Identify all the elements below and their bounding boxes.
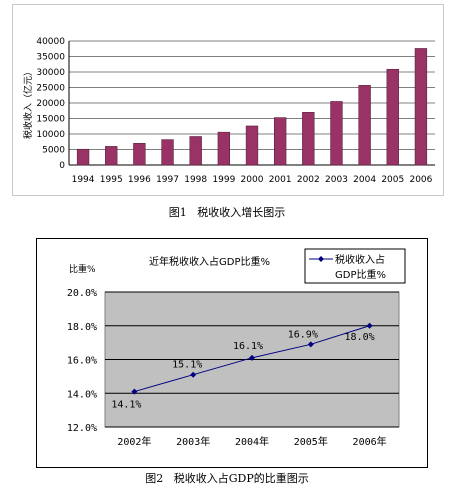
x-tick-label: 2003年 <box>176 435 210 448</box>
bar <box>189 136 202 166</box>
x-tick-label: 1995 <box>100 175 123 185</box>
bar <box>76 148 90 166</box>
y-axis-title: 税收收入（亿元） <box>22 67 34 139</box>
y-tick-label: 12.0% <box>67 423 97 434</box>
y-tick-label: 40000 <box>36 37 65 47</box>
x-tick-label: 2002 <box>297 175 320 185</box>
y-axis-title: 比重% <box>69 263 96 275</box>
data-point <box>131 388 138 395</box>
bar <box>105 146 118 166</box>
data-point <box>190 371 197 378</box>
x-tick-label: 1997 <box>156 175 179 185</box>
bar <box>414 48 428 166</box>
legend-label: GDP比重% <box>335 268 386 281</box>
data-label: 16.9% <box>288 329 318 340</box>
x-tick-label: 2004年 <box>235 435 269 448</box>
x-tick-label: 2005年 <box>294 435 328 448</box>
y-tick-label: 5000 <box>42 146 65 156</box>
chart-title: 近年税收收入占GDP比重% <box>149 255 270 268</box>
x-tick-label: 2001 <box>269 175 292 185</box>
y-tick-label: 35000 <box>36 53 65 63</box>
y-tick-label: 18.0% <box>67 322 97 333</box>
x-tick-label: 2003 <box>325 175 348 185</box>
x-tick-label: 2006年 <box>353 435 387 448</box>
x-tick-label: 2004 <box>353 175 376 185</box>
data-label: 18.0% <box>345 332 375 343</box>
legend-label: 税收收入占 <box>335 253 385 266</box>
y-tick-label: 15000 <box>36 115 65 125</box>
legend-marker <box>318 256 324 262</box>
x-tick-label: 1994 <box>72 175 95 185</box>
x-tick-label: 1996 <box>128 175 151 185</box>
data-label: 14.1% <box>111 400 141 411</box>
y-tick-label: 14.0% <box>67 389 97 400</box>
bar <box>386 68 399 166</box>
data-label: 16.1% <box>233 341 263 352</box>
x-tick-label: 2002年 <box>117 435 151 448</box>
bar <box>217 131 231 166</box>
figure-2-caption: 图2 税收收入占GDP的比重图示 <box>145 472 309 485</box>
bar <box>245 125 259 166</box>
data-point <box>307 341 314 348</box>
x-tick-label: 1999 <box>212 175 235 185</box>
bar <box>133 143 146 166</box>
bar <box>302 112 315 166</box>
bar <box>161 139 174 166</box>
bar <box>273 117 287 166</box>
y-tick-label: 0 <box>59 161 65 171</box>
tax-gdp-ratio-line-chart: 12.0% 14.0% 16.0% 18.0% 20.0% 14.1% 2002年 15.1%… <box>36 238 428 468</box>
y-tick-label: 20.0% <box>67 288 97 299</box>
y-tick-label: 10000 <box>36 130 65 140</box>
y-tick-label: 30000 <box>36 68 65 78</box>
legend-box <box>304 248 406 284</box>
bar <box>358 85 371 166</box>
figure-1-caption: 图1 税收收入增长图示 <box>168 206 286 219</box>
tax-revenue-bar-chart: 0 5000 10000 15000 20000 25000 30000 35000 40000… <box>12 4 444 196</box>
bar <box>330 101 343 166</box>
bar-chart-svg: 0 5000 10000 15000 20000 25000 30000 35000 40000… <box>22 37 435 185</box>
data-point <box>366 322 373 329</box>
x-tick-label: 1998 <box>184 175 207 185</box>
y-tick-label: 25000 <box>36 84 65 94</box>
line-chart-svg: 12.0% 14.0% 16.0% 18.0% 20.0% 14.1% 2002年 15.1%… <box>67 248 406 448</box>
x-tick-label: 2005 <box>381 175 404 185</box>
y-tick-label: 16.0% <box>67 356 97 367</box>
data-point <box>249 354 255 361</box>
x-tick-label: 2000 <box>241 175 264 185</box>
y-tick-label: 20000 <box>36 99 65 109</box>
x-tick-label: 2006 <box>409 175 432 185</box>
legend: 税收收入占 GDP比重% <box>304 248 406 284</box>
data-label: 15.1% <box>172 360 202 371</box>
